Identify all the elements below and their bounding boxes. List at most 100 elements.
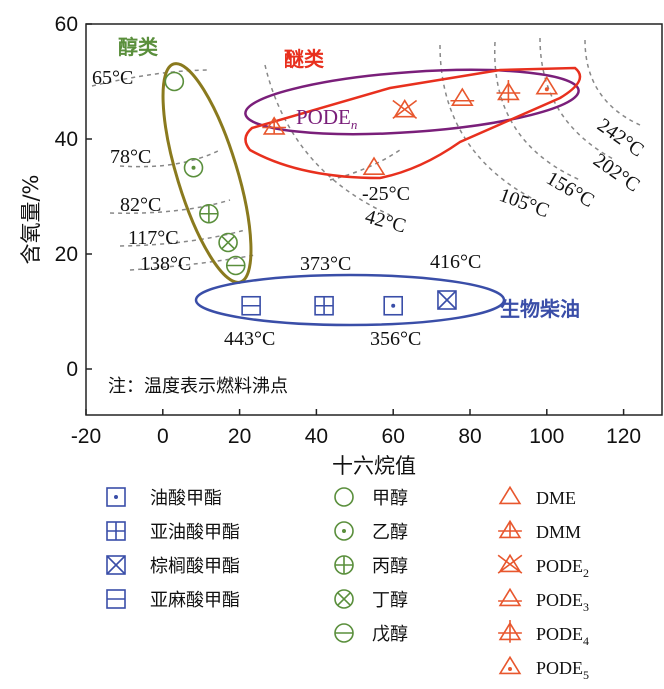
legend-entry-name: 亚麻酸甲酯	[150, 590, 240, 611]
legend-entry-name: 亚油酸甲酯	[150, 522, 240, 543]
legend-entry: PODE3	[536, 590, 589, 614]
legend-entry-name: 戊醇	[372, 624, 408, 645]
x-tick-label: -20	[71, 425, 101, 448]
legend-entry: 甲醇	[372, 488, 408, 509]
point-油酸甲酯	[383, 295, 404, 316]
isotherm-138	[129, 254, 256, 271]
legend-entry-name: 丙醇	[372, 556, 408, 577]
x-tick-label: 40	[305, 425, 328, 448]
y-tick-label: 20	[55, 243, 78, 266]
legend-entry: 丙醇	[372, 556, 408, 577]
legend-entry: DMM	[536, 522, 581, 542]
point-DMM	[262, 116, 287, 135]
biodiesel-group-label: 生物柴油	[500, 297, 580, 321]
point-PODE3	[450, 87, 475, 107]
legend-entry-name: 乙醇	[372, 522, 408, 543]
temp-label: 356°C	[370, 328, 421, 350]
legend-entry: 棕榈酸甲酯	[150, 556, 240, 577]
temp-label: 156°C	[543, 167, 598, 212]
temp-label: -25°C	[362, 183, 410, 205]
isotherm-117	[119, 229, 246, 247]
x-tick-label: 20	[228, 425, 251, 448]
pode-group-label: PODEn	[296, 105, 357, 132]
legend-entry: 亚油酸甲酯	[150, 522, 240, 543]
data-points	[164, 71, 559, 316]
legend-entry-subscript: 2	[583, 566, 589, 580]
x-axis-label: 十六烷值	[332, 454, 416, 478]
legend-marker	[334, 521, 354, 541]
x-tick-label: 100	[529, 425, 564, 448]
legend-entry: 亚麻酸甲酯	[150, 590, 240, 611]
y-tick-label: 40	[55, 128, 78, 151]
temp-label: 42°C	[363, 206, 409, 238]
point-亚麻酸甲酯	[241, 295, 261, 316]
point-丙醇	[199, 203, 219, 224]
point-PODE2	[392, 98, 418, 119]
y-axis-ticks: 0 20 40 60	[55, 13, 92, 381]
legend-marker	[498, 519, 522, 539]
legend-entry: PODE4	[536, 624, 589, 648]
legend-entry: PODE2	[536, 556, 589, 580]
isotherm-202	[539, 37, 616, 161]
legend-marker	[498, 587, 522, 607]
y-tick-label: 0	[66, 358, 78, 381]
legend-marker	[334, 555, 354, 575]
pode-ellipse	[244, 68, 580, 136]
legend-entry: DME	[536, 488, 576, 508]
point-PODE4	[496, 80, 521, 103]
legend-entry: PODE5	[536, 658, 589, 682]
plot-frame	[85, 23, 663, 416]
point-棕榈酸甲酯	[437, 290, 457, 310]
legend-entry-name: PODE	[536, 624, 583, 644]
x-tick-label: 120	[606, 425, 641, 448]
isotherm-242	[584, 39, 641, 126]
legend-entry: 油酸甲酯	[150, 488, 222, 509]
temp-label: 138°C	[140, 253, 191, 275]
legend-entry-name: 甲醇	[372, 488, 408, 509]
y-axis-label: 含氧量/%	[19, 174, 43, 264]
legend-marker	[106, 589, 126, 609]
x-axis-ticks: -20 0 20 40 60 80 100 120	[71, 409, 641, 448]
legend-marker	[497, 553, 523, 574]
point-乙醇	[183, 157, 204, 178]
legend-entry-subscript: 4	[583, 634, 589, 648]
legend-entry: 丁醇	[372, 590, 408, 611]
legend-entry-name: PODE	[536, 658, 583, 678]
isotherm-82	[109, 199, 231, 214]
legend-entry-name: PODE	[536, 556, 583, 576]
legend-marker	[106, 487, 126, 507]
ethers-group-label: 醚类	[284, 47, 324, 71]
isotherm-65	[91, 69, 211, 87]
pode-group-label-main: PODE	[296, 105, 351, 129]
temp-label: 373°C	[300, 253, 351, 275]
temp-label: 82°C	[120, 194, 161, 216]
legend-entry-name: PODE	[536, 590, 583, 610]
legend-entry-name: 棕榈酸甲酯	[150, 556, 240, 577]
legend-marker	[334, 487, 354, 507]
biodiesel-ellipse	[194, 273, 506, 327]
legend: 油酸甲酯亚油酸甲酯棕榈酸甲酯亚麻酸甲酯甲醇乙醇丙醇丁醇戊醇DMEDMMPODE2…	[106, 485, 589, 682]
point-亚油酸甲酯	[314, 295, 334, 316]
x-tick-label: 80	[458, 425, 481, 448]
alcohols-group-label: 醇类	[118, 35, 158, 59]
legend-entry-subscript: 5	[583, 668, 589, 682]
legend-entry-name: 油酸甲酯	[150, 488, 222, 509]
legend-entry: 乙醇	[372, 522, 408, 543]
temp-label: 65°C	[92, 67, 133, 89]
ethers-enclosure	[244, 66, 582, 180]
point-PODE5	[535, 75, 559, 95]
legend-marker	[106, 521, 126, 541]
temp-label: 78°C	[110, 146, 151, 168]
point-甲醇	[164, 71, 185, 92]
legend-marker	[334, 589, 354, 609]
legend-entry-subscript: 3	[583, 600, 589, 614]
legend-marker	[498, 620, 522, 643]
isotherm-156	[494, 41, 581, 181]
point-DME	[362, 156, 386, 176]
legend-entry-name: DME	[536, 488, 576, 508]
legend-marker	[498, 485, 522, 505]
x-tick-label: 0	[157, 425, 169, 448]
legend-entry-name: 丁醇	[372, 590, 408, 611]
legend-entry: 戊醇	[372, 624, 408, 645]
